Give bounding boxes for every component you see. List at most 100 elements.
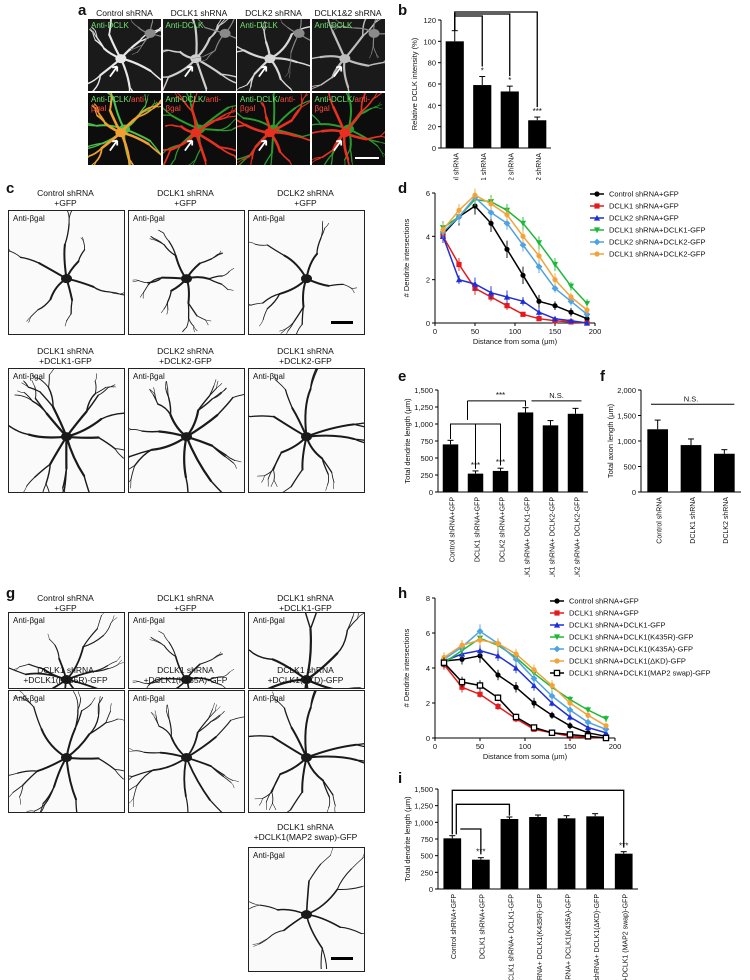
dendrite [311,114,321,125]
dendrite [63,467,68,490]
dendrite [151,712,157,717]
dendrite [301,306,305,325]
bar [472,859,490,889]
y-tick-label: 2,000 [617,386,636,395]
dendrite [9,425,30,436]
y-tick-label: 250 [420,868,433,877]
neuron [280,19,310,79]
micrograph-caption: DCLK1 shRNA +DCLK1-GFP [248,593,363,613]
dendrite [370,45,374,55]
dendrite [167,704,169,712]
data-point [476,627,484,635]
micrograph-caption: DCLK1 shRNA +GFP [128,593,243,613]
series-line [443,654,607,738]
dendrite [309,369,317,390]
data-point [472,192,478,198]
dendrite [154,716,160,727]
y-tick-label: 1,250 [414,802,433,811]
dendrite [12,784,24,793]
micrograph-svg [162,19,236,91]
x-category-label: DCLK1&2 shRNA [536,153,543,180]
x-category-label: DCLK1 shRNA+ DCLK1(K435A)-GFP [565,894,572,980]
dendrite [326,807,329,812]
series-line [442,196,588,315]
x-tick-label: 200 [609,742,622,751]
dendrite [270,480,275,487]
dendrite [166,381,168,388]
data-point [583,319,591,326]
dendrite [336,20,343,26]
soma [338,128,350,138]
y-tick-label: 4 [426,664,430,673]
dendrite [336,629,349,655]
dendrite [47,633,50,640]
dendrite [141,430,160,433]
dendrite [325,484,328,491]
dendrite [138,681,149,684]
panel-a-row1-label: Anti-DCLK [165,21,204,30]
dendrite [208,676,223,681]
dendrite [296,323,303,334]
data-point [548,692,556,700]
dendrite [330,848,334,856]
arrow-icon [335,65,342,72]
soma [61,675,72,685]
dendrite [249,241,256,245]
dendrite [129,775,133,777]
comparison-bracket [451,789,625,848]
dendrite [65,756,77,801]
dendrite [107,664,119,669]
dendrite [85,394,99,413]
dendrite [64,320,67,327]
data-point [513,684,519,690]
dendrite [367,61,384,67]
x-category-label: Control shRNA [657,497,664,544]
dendrite [208,387,218,397]
micrograph-caption: DCLK2 shRNA +GFP [248,188,363,208]
dendrite [88,722,107,735]
dendrite [34,397,48,415]
dendrite [186,317,190,328]
dendrite [88,155,90,159]
dendrite [138,280,149,284]
dendrite [169,720,172,738]
soma [301,675,312,685]
dendrite [203,50,215,57]
dendrite [117,718,124,721]
label-green-part: Anti-DCLK/ [91,95,132,104]
dendrite [224,455,234,464]
micrograph-svg [9,369,124,492]
soma [301,274,312,284]
caption-line: +DCLK1(K435R)-GFP [23,675,108,685]
caption-line: DCLK1 shRNA [277,346,334,356]
bar [467,473,484,492]
series-line [443,649,607,734]
dendrite [215,704,217,712]
dendrite [161,308,165,313]
bar [517,412,534,492]
soma [61,274,72,284]
neuron [88,93,161,165]
data-point [487,289,495,296]
data-point [551,315,559,322]
dendrite [209,799,223,812]
dendrite [223,774,234,781]
data-point [513,651,519,657]
neuron [329,19,385,59]
data-point [495,640,501,647]
dendrite [170,124,182,128]
dendrite [26,316,32,322]
data-point [476,647,484,654]
caption-line: DCLK1 shRNA [157,188,214,198]
label-green-part: Anti-DCLK/ [165,95,206,104]
data-point [520,233,526,239]
dendrite [327,473,330,485]
dendrite [196,55,204,58]
dendrite [237,159,243,163]
dendrite [321,947,328,971]
dendrite [311,157,315,161]
dendrite [204,159,207,165]
x-category-label: DCLK1 shRNA [481,153,488,180]
dendrite [199,258,213,265]
caption-line: +DCLK1-GFP [279,603,332,613]
